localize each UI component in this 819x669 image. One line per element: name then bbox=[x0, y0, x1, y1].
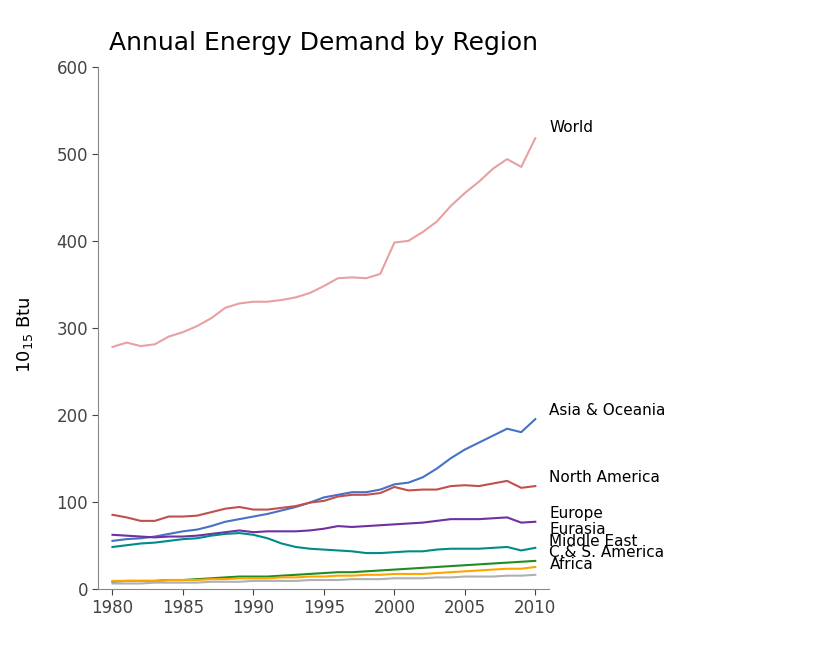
Text: Europe: Europe bbox=[549, 506, 603, 521]
Text: Africa: Africa bbox=[549, 557, 592, 572]
Text: Eurasia: Eurasia bbox=[549, 522, 605, 537]
Text: World: World bbox=[549, 120, 593, 135]
Text: Asia & Oceania: Asia & Oceania bbox=[549, 403, 665, 418]
Text: Middle East: Middle East bbox=[549, 535, 637, 549]
Text: North America: North America bbox=[549, 470, 659, 485]
Text: $10_{15}$ Btu: $10_{15}$ Btu bbox=[15, 296, 34, 373]
Text: C.& S. America: C.& S. America bbox=[549, 545, 663, 560]
Title: Annual Energy Demand by Region: Annual Energy Demand by Region bbox=[109, 31, 538, 56]
